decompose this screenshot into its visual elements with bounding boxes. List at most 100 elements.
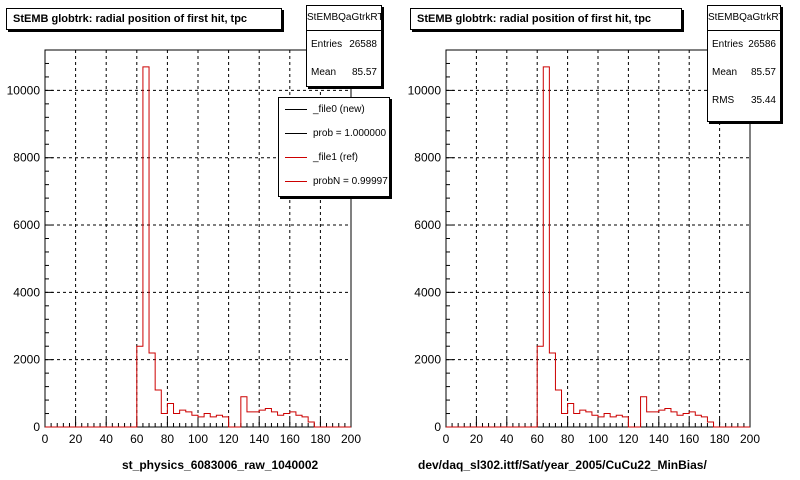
right-histogram-bin xyxy=(574,414,580,427)
right-histogram-bin xyxy=(610,417,616,427)
right-histogram-bin xyxy=(695,415,701,427)
left-histogram-bin xyxy=(247,412,253,427)
left-histogram-bin xyxy=(290,412,296,427)
left-x-tick-label-0: 0 xyxy=(42,432,49,446)
legend-swatch-probn xyxy=(285,181,307,182)
right-x-tick-label-6: 120 xyxy=(618,432,638,446)
left-histogram-bin xyxy=(137,346,143,427)
left-histogram-bin xyxy=(204,414,210,427)
left-histogram-bin xyxy=(222,417,228,427)
left-histogram-bin xyxy=(278,415,284,427)
left-y-tick-label-2: 4000 xyxy=(13,285,40,299)
left-x-axis-label: st_physics_6083006_raw_1040002 xyxy=(122,458,319,472)
right-x-tick-label-4: 80 xyxy=(561,432,575,446)
left-histogram-bin xyxy=(271,412,277,427)
right-stats-name: StEMBQaGtrkRT xyxy=(708,6,780,31)
left-x-tick-label-5: 100 xyxy=(188,432,208,446)
right-histogram-bin xyxy=(622,417,628,427)
left-y-tick-label-0: 0 xyxy=(33,420,40,434)
right-histogram-series-0 xyxy=(446,66,750,428)
right-histogram-bin xyxy=(689,412,695,427)
left-histogram-bin xyxy=(198,417,204,427)
right-histogram-bin xyxy=(568,403,574,427)
legend-entry-probn: probN = 0.99997 xyxy=(279,170,389,194)
right-stats-box: StEMBQaGtrkRT Entries 26586 Mean 85.57 R… xyxy=(707,5,781,122)
left-histogram-bin xyxy=(155,390,161,427)
right-x-tick-label-2: 40 xyxy=(500,432,514,446)
left-x-tick-label-4: 80 xyxy=(161,432,175,446)
right-x-tick-label-3: 60 xyxy=(531,432,545,446)
right-histogram-bin xyxy=(555,390,561,427)
left-stats-box: StEMBQaGtrkRT Entries 26588 Mean 85.57 xyxy=(306,5,382,87)
right-x-axis-label: dev/daq_sl302.ittf/Sat/year_2005/CuCu22_… xyxy=(418,458,707,472)
right-histogram-bin xyxy=(641,397,647,427)
right-x-tick-label-5: 100 xyxy=(588,432,608,446)
right-y-tick-label-1: 2000 xyxy=(414,353,441,367)
legend-entry-new: _file0 (new) xyxy=(279,98,389,122)
right-histogram-bin xyxy=(647,412,653,427)
left-stats-mean: Mean 85.57 xyxy=(311,67,377,78)
right-y-tick-label-0: 0 xyxy=(434,420,441,434)
legend-swatch-prob xyxy=(285,133,307,134)
right-histogram-bin xyxy=(653,412,659,427)
right-y-tick-label-3: 6000 xyxy=(414,218,441,232)
left-histogram-bin xyxy=(241,397,247,427)
legend-entry-ref: _file1 (ref) xyxy=(279,146,389,170)
right-histogram-bin xyxy=(562,414,568,427)
right-histogram-bin xyxy=(671,412,677,427)
left-histogram-bin xyxy=(284,414,290,427)
left-x-tick-label-10: 200 xyxy=(341,432,361,446)
right-histogram-bin xyxy=(665,408,671,427)
left-histogram-bin xyxy=(180,410,186,427)
right-histogram-bin xyxy=(598,417,604,427)
right-x-tick-label-10: 200 xyxy=(740,432,760,446)
right-stats-rms: RMS 35.44 xyxy=(712,95,776,106)
left-legend: _file0 (new) prob = 1.000000 _file1 (ref… xyxy=(278,97,390,197)
left-histogram-bin xyxy=(210,417,216,427)
right-histogram-bin xyxy=(592,415,598,427)
left-x-tick-label-9: 180 xyxy=(310,432,330,446)
left-histogram-bin xyxy=(167,403,173,427)
left-histogram-bin xyxy=(265,408,271,427)
left-histogram-bin xyxy=(259,410,265,427)
left-histogram-bin xyxy=(308,422,314,427)
right-histogram-bin xyxy=(586,412,592,427)
right-y-tick-label-4: 8000 xyxy=(414,151,441,165)
right-histogram-bin xyxy=(580,410,586,427)
right-x-tick-label-1: 20 xyxy=(470,432,484,446)
left-x-tick-label-6: 120 xyxy=(219,432,239,446)
left-histogram-bin xyxy=(186,412,192,427)
left-histogram-bin xyxy=(296,415,302,427)
right-histogram-bin xyxy=(677,415,683,427)
right-histogram-bin xyxy=(701,417,707,427)
right-y-tick-label-5: 10000 xyxy=(408,83,442,97)
right-histogram-bin xyxy=(707,422,713,427)
right-title: StEMB globtrk: radial position of first … xyxy=(417,13,652,25)
left-stats-entries: Entries 26588 xyxy=(311,39,377,50)
right-stats-entries: Entries 26586 xyxy=(712,39,776,50)
right-histogram-bin xyxy=(683,414,689,427)
left-histogram-bin xyxy=(216,415,222,427)
right-histogram-bin xyxy=(537,346,543,427)
left-y-tick-label-3: 6000 xyxy=(13,218,40,232)
right-y-tick-label-2: 4000 xyxy=(414,285,441,299)
left-histogram-bin xyxy=(161,414,167,427)
legend-entry-prob: prob = 1.000000 xyxy=(279,122,389,146)
left-y-tick-label-5: 10000 xyxy=(7,83,41,97)
right-histogram-bin xyxy=(616,415,622,427)
left-title-box: StEMB globtrk: radial position of first … xyxy=(6,8,282,30)
left-histogram-bin xyxy=(143,67,149,427)
left-title: StEMB globtrk: radial position of first … xyxy=(13,13,248,25)
legend-swatch-new xyxy=(285,109,307,110)
left-histogram-bin xyxy=(192,415,198,427)
right-x-tick-label-7: 140 xyxy=(649,432,669,446)
left-histogram-bin xyxy=(302,417,308,427)
left-x-tick-label-8: 160 xyxy=(280,432,300,446)
right-title-box: StEMB globtrk: radial position of first … xyxy=(410,8,682,30)
right-histogram-bin xyxy=(604,414,610,427)
right-histogram-bin xyxy=(549,353,555,427)
right-x-tick-label-0: 0 xyxy=(443,432,450,446)
legend-swatch-ref xyxy=(285,157,307,158)
right-x-tick-label-9: 180 xyxy=(710,432,730,446)
